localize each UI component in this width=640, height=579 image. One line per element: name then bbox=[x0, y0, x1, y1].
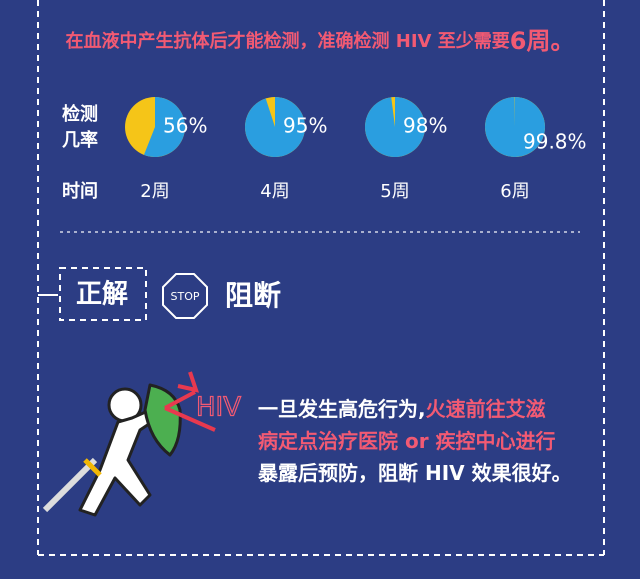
header-emph: 6周。 bbox=[510, 27, 575, 55]
figure bbox=[42, 383, 182, 517]
virus-label: HIV bbox=[196, 393, 241, 423]
arrow bbox=[164, 371, 216, 432]
time: 5周 bbox=[380, 181, 409, 202]
stop-text: STOP bbox=[171, 290, 200, 303]
segment: 暴露后预防，阻断 HIV 效果很好。 bbox=[258, 461, 572, 485]
row-label: 几率 bbox=[62, 129, 98, 151]
pie-slice bbox=[245, 97, 306, 157]
value-label: 98% bbox=[403, 114, 447, 138]
pie-slice bbox=[143, 97, 185, 158]
time-label: 时间 bbox=[62, 181, 98, 202]
time: 6周 bbox=[500, 181, 529, 202]
header: 在血液中产生抗体后才能检测，准确检测 HIV 至少需要6周。 bbox=[66, 27, 575, 55]
body-line: 病定点治疗医院 or 疾控中心进行 bbox=[258, 429, 556, 453]
value-label: 95% bbox=[283, 114, 327, 138]
time: 4周 bbox=[260, 181, 289, 202]
frame bbox=[37, 0, 605, 556]
time: 2周 bbox=[140, 181, 169, 202]
header-text: 在血液中产生抗体后才能检测，准确检测 HIV 至少需要 bbox=[66, 30, 510, 52]
stop-sign bbox=[162, 273, 208, 319]
pie-slice bbox=[364, 97, 425, 157]
value-label: 56% bbox=[163, 114, 207, 138]
section-title: 阻断 bbox=[225, 279, 281, 312]
pie-slice bbox=[484, 97, 545, 157]
row-label: 检测 bbox=[62, 103, 98, 125]
tag: 正解 bbox=[76, 280, 128, 310]
body-line: 暴露后预防，阻断 HIV 效果很好。 bbox=[258, 461, 572, 485]
pies: 56% 2周 95% 4周 98% 5周 99.8% 6周 bbox=[125, 97, 587, 202]
value-label: 99.8% bbox=[523, 130, 587, 154]
segment: 一旦发生高危行为, bbox=[258, 397, 426, 421]
segment: 病定点治疗医院 or 疾控中心进行 bbox=[258, 429, 556, 453]
segment: 火速前往艾滋 bbox=[426, 397, 546, 421]
body-line: 一旦发生高危行为,火速前往艾滋 bbox=[258, 397, 546, 421]
